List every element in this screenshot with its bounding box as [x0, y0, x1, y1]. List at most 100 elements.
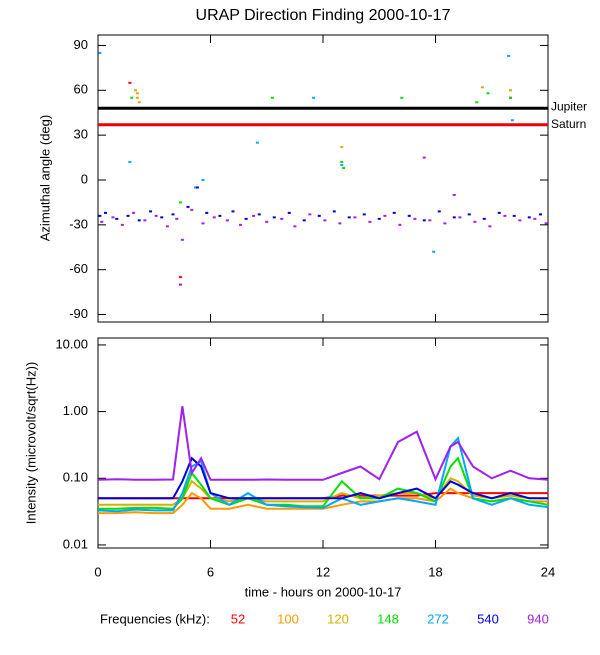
- y-axis-label: Intensity (microvolt/sqrt(Hz)): [23, 362, 38, 525]
- point: [340, 161, 344, 164]
- point: [392, 211, 396, 214]
- point: [165, 225, 169, 228]
- point: [135, 96, 139, 99]
- legend-entry: 272: [427, 611, 449, 626]
- point: [130, 96, 134, 99]
- point: [539, 213, 542, 216]
- point: [362, 213, 366, 216]
- point: [518, 219, 522, 222]
- x-tick-label: 12: [316, 564, 330, 579]
- point: [317, 214, 321, 217]
- point: [377, 217, 381, 220]
- point: [111, 216, 115, 219]
- point: [104, 211, 107, 214]
- point: [544, 222, 548, 225]
- point: [323, 219, 327, 222]
- point: [458, 216, 462, 219]
- point: [280, 217, 284, 220]
- point: [509, 89, 512, 92]
- x-tick-label: 24: [541, 564, 555, 579]
- point: [175, 217, 179, 220]
- y-tick-label: 60: [74, 82, 88, 97]
- point: [231, 210, 235, 213]
- point: [180, 238, 184, 241]
- y-tick-label: 0.10: [63, 470, 88, 485]
- point: [218, 214, 222, 217]
- point: [160, 216, 164, 219]
- point: [340, 164, 344, 167]
- point: [115, 217, 119, 220]
- point: [212, 216, 216, 219]
- point: [312, 96, 316, 99]
- x-axis-label: time - hours on 2000-10-17: [245, 584, 402, 599]
- point: [255, 141, 259, 144]
- point: [154, 214, 158, 217]
- point: [467, 213, 471, 216]
- point: [201, 178, 205, 181]
- legend-entry: 120: [327, 611, 349, 626]
- point: [480, 86, 484, 89]
- legend-title: Frequencies (kHz):: [100, 611, 210, 626]
- y-tick-label: 10.00: [55, 336, 88, 351]
- legend-entry: 540: [477, 611, 499, 626]
- bottom-frame: [97, 337, 549, 549]
- legend-entry: 940: [527, 611, 549, 626]
- chart-title: URAP Direction Finding 2000-10-17: [196, 7, 451, 24]
- y-tick-label: 0.01: [63, 536, 88, 551]
- x-tick-label: 0: [94, 564, 101, 579]
- point: [201, 222, 205, 225]
- top-frame: [97, 34, 549, 323]
- legend-entry: 100: [277, 611, 299, 626]
- point: [308, 213, 312, 216]
- point: [497, 211, 501, 214]
- point: [452, 193, 456, 196]
- point: [135, 92, 139, 95]
- point: [507, 54, 511, 57]
- point: [179, 201, 182, 204]
- point: [128, 81, 132, 84]
- point: [244, 217, 248, 220]
- point: [338, 222, 342, 225]
- point: [265, 220, 269, 223]
- point: [98, 51, 102, 54]
- y-tick-label: -30: [69, 216, 88, 231]
- point: [205, 211, 209, 214]
- point: [120, 223, 124, 226]
- y-tick-label: 30: [74, 127, 88, 142]
- point: [190, 208, 194, 211]
- point: [437, 210, 441, 213]
- point: [383, 214, 387, 217]
- x-tick-label: 6: [207, 564, 214, 579]
- point: [488, 225, 492, 228]
- point: [443, 222, 447, 225]
- point: [353, 216, 357, 219]
- point: [368, 220, 372, 223]
- point: [293, 225, 297, 228]
- point: [400, 96, 404, 99]
- point: [432, 250, 436, 253]
- point: [100, 220, 104, 223]
- x-tick-label: 18: [428, 564, 442, 579]
- point: [126, 214, 130, 217]
- y-tick-label: -60: [69, 261, 88, 276]
- point: [179, 276, 182, 279]
- point: [143, 219, 147, 222]
- reference-label: Saturn: [551, 117, 586, 131]
- point: [186, 205, 190, 208]
- series-line: [97, 436, 549, 513]
- point: [134, 89, 137, 92]
- legend-entry: 52: [231, 611, 245, 626]
- point: [475, 101, 479, 104]
- y-tick-label: 90: [74, 37, 88, 52]
- point: [287, 211, 291, 214]
- point: [272, 216, 276, 219]
- point: [473, 220, 477, 223]
- point: [527, 216, 531, 219]
- point: [422, 219, 426, 222]
- point: [398, 223, 402, 226]
- point: [195, 186, 199, 189]
- point: [132, 211, 136, 214]
- point: [149, 210, 152, 213]
- point: [482, 217, 486, 220]
